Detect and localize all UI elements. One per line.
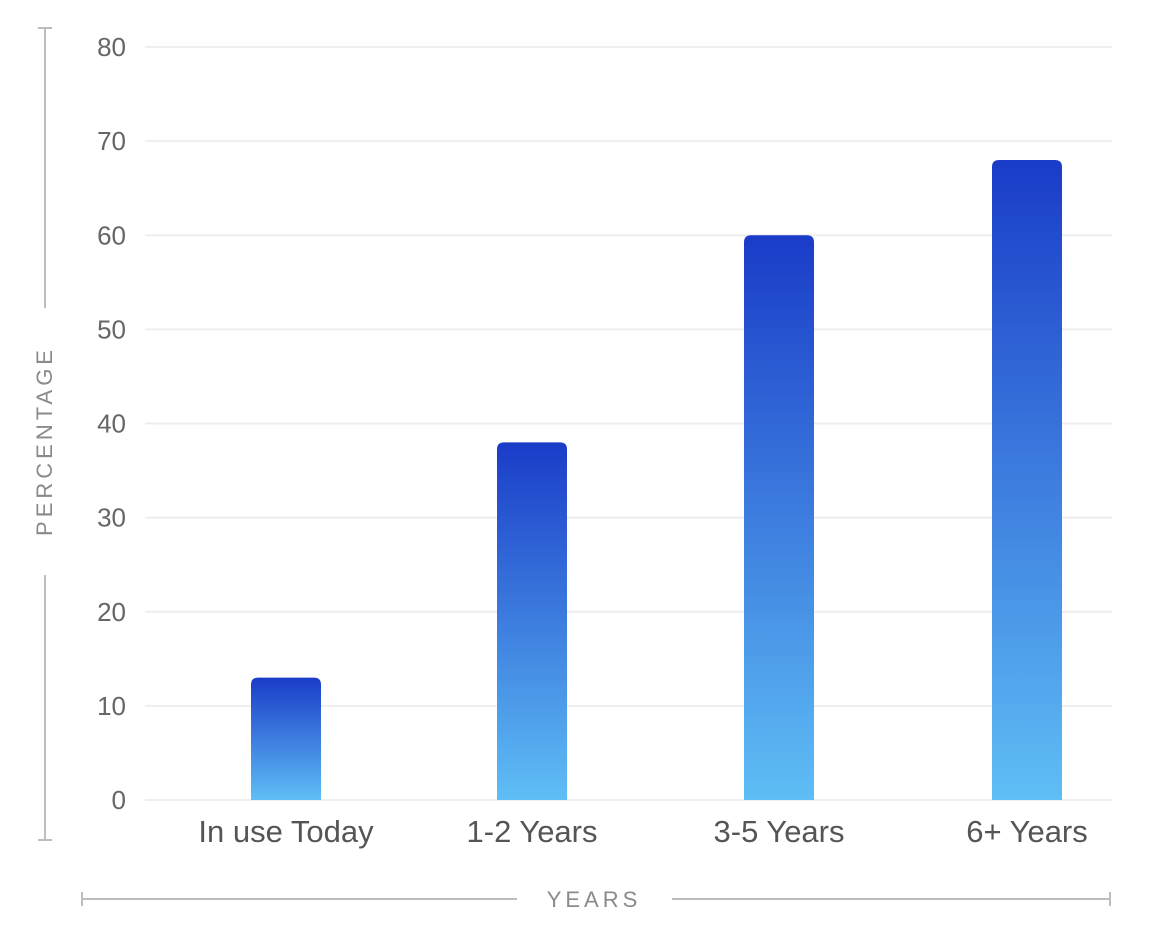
bar-6-years — [992, 159, 1062, 800]
y-tick-label-80: 80 — [97, 32, 126, 62]
y-tick-label-30: 30 — [97, 503, 126, 533]
y-axis-title: PERCENTAGE — [32, 346, 57, 536]
bars — [251, 159, 1062, 800]
bar-1-2-years — [497, 442, 567, 800]
y-axis-bracket — [38, 27, 52, 841]
y-tick-label-50: 50 — [97, 314, 126, 344]
y-tick-label-10: 10 — [97, 691, 126, 721]
x-tick-label-3-5-years: 3-5 Years — [714, 814, 845, 849]
y-tick-label-0: 0 — [112, 785, 126, 815]
y-tick-label-70: 70 — [97, 126, 126, 156]
x-axis-title: YEARS — [547, 887, 642, 912]
bar-in-use-today — [251, 677, 321, 800]
y-tick-label-40: 40 — [97, 409, 126, 439]
x-tick-labels: In use Today 1-2 Years 3-5 Years 6+ Years — [198, 814, 1087, 849]
x-axis-bracket — [81, 892, 1111, 906]
x-tick-label-6-years: 6+ Years — [966, 814, 1088, 849]
x-tick-label-1-2-years: 1-2 Years — [467, 814, 598, 849]
y-tick-labels: 0 10 20 30 40 50 60 70 80 — [97, 32, 126, 815]
x-tick-label-in-use-today: In use Today — [198, 814, 374, 849]
y-tick-label-60: 60 — [97, 220, 126, 250]
y-tick-label-20: 20 — [97, 597, 126, 627]
bar-3-5-years — [744, 235, 814, 800]
